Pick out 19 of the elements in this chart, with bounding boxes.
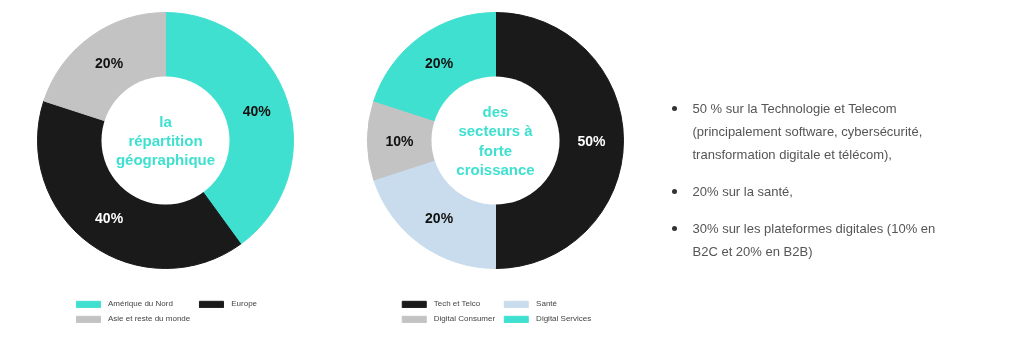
data-label: 20% xyxy=(425,54,454,71)
legend-label: Digital Services xyxy=(536,314,592,323)
legend-label: Europe xyxy=(231,299,258,308)
text: 20% sur la santé, xyxy=(692,184,793,199)
legend-label: Asie et reste du monde xyxy=(107,314,191,323)
data-label: 40% xyxy=(242,102,272,119)
text: des secteurs à forte croissance xyxy=(456,103,535,178)
legend-label: Amérique du Nord xyxy=(107,299,173,308)
legend-label: Santé xyxy=(536,299,558,308)
legend-label: Tech et Telco xyxy=(433,299,481,308)
data-label: 20% xyxy=(95,54,124,71)
data-label: 50% xyxy=(577,132,607,149)
text: 50 % sur la Technologie et Telecom (principalement software, cybersécurité, transformation digitale et télécom), xyxy=(692,101,923,162)
text: 30% sur les plateformes digitales (10% en B2C et 20% en B2B) xyxy=(692,221,936,259)
text: la répartition géographique xyxy=(115,112,216,169)
data-label: 40% xyxy=(95,210,124,227)
legend-label: Digital Consumer xyxy=(433,314,496,323)
data-label: 10% xyxy=(385,132,415,149)
data-label: 20% xyxy=(425,210,454,227)
